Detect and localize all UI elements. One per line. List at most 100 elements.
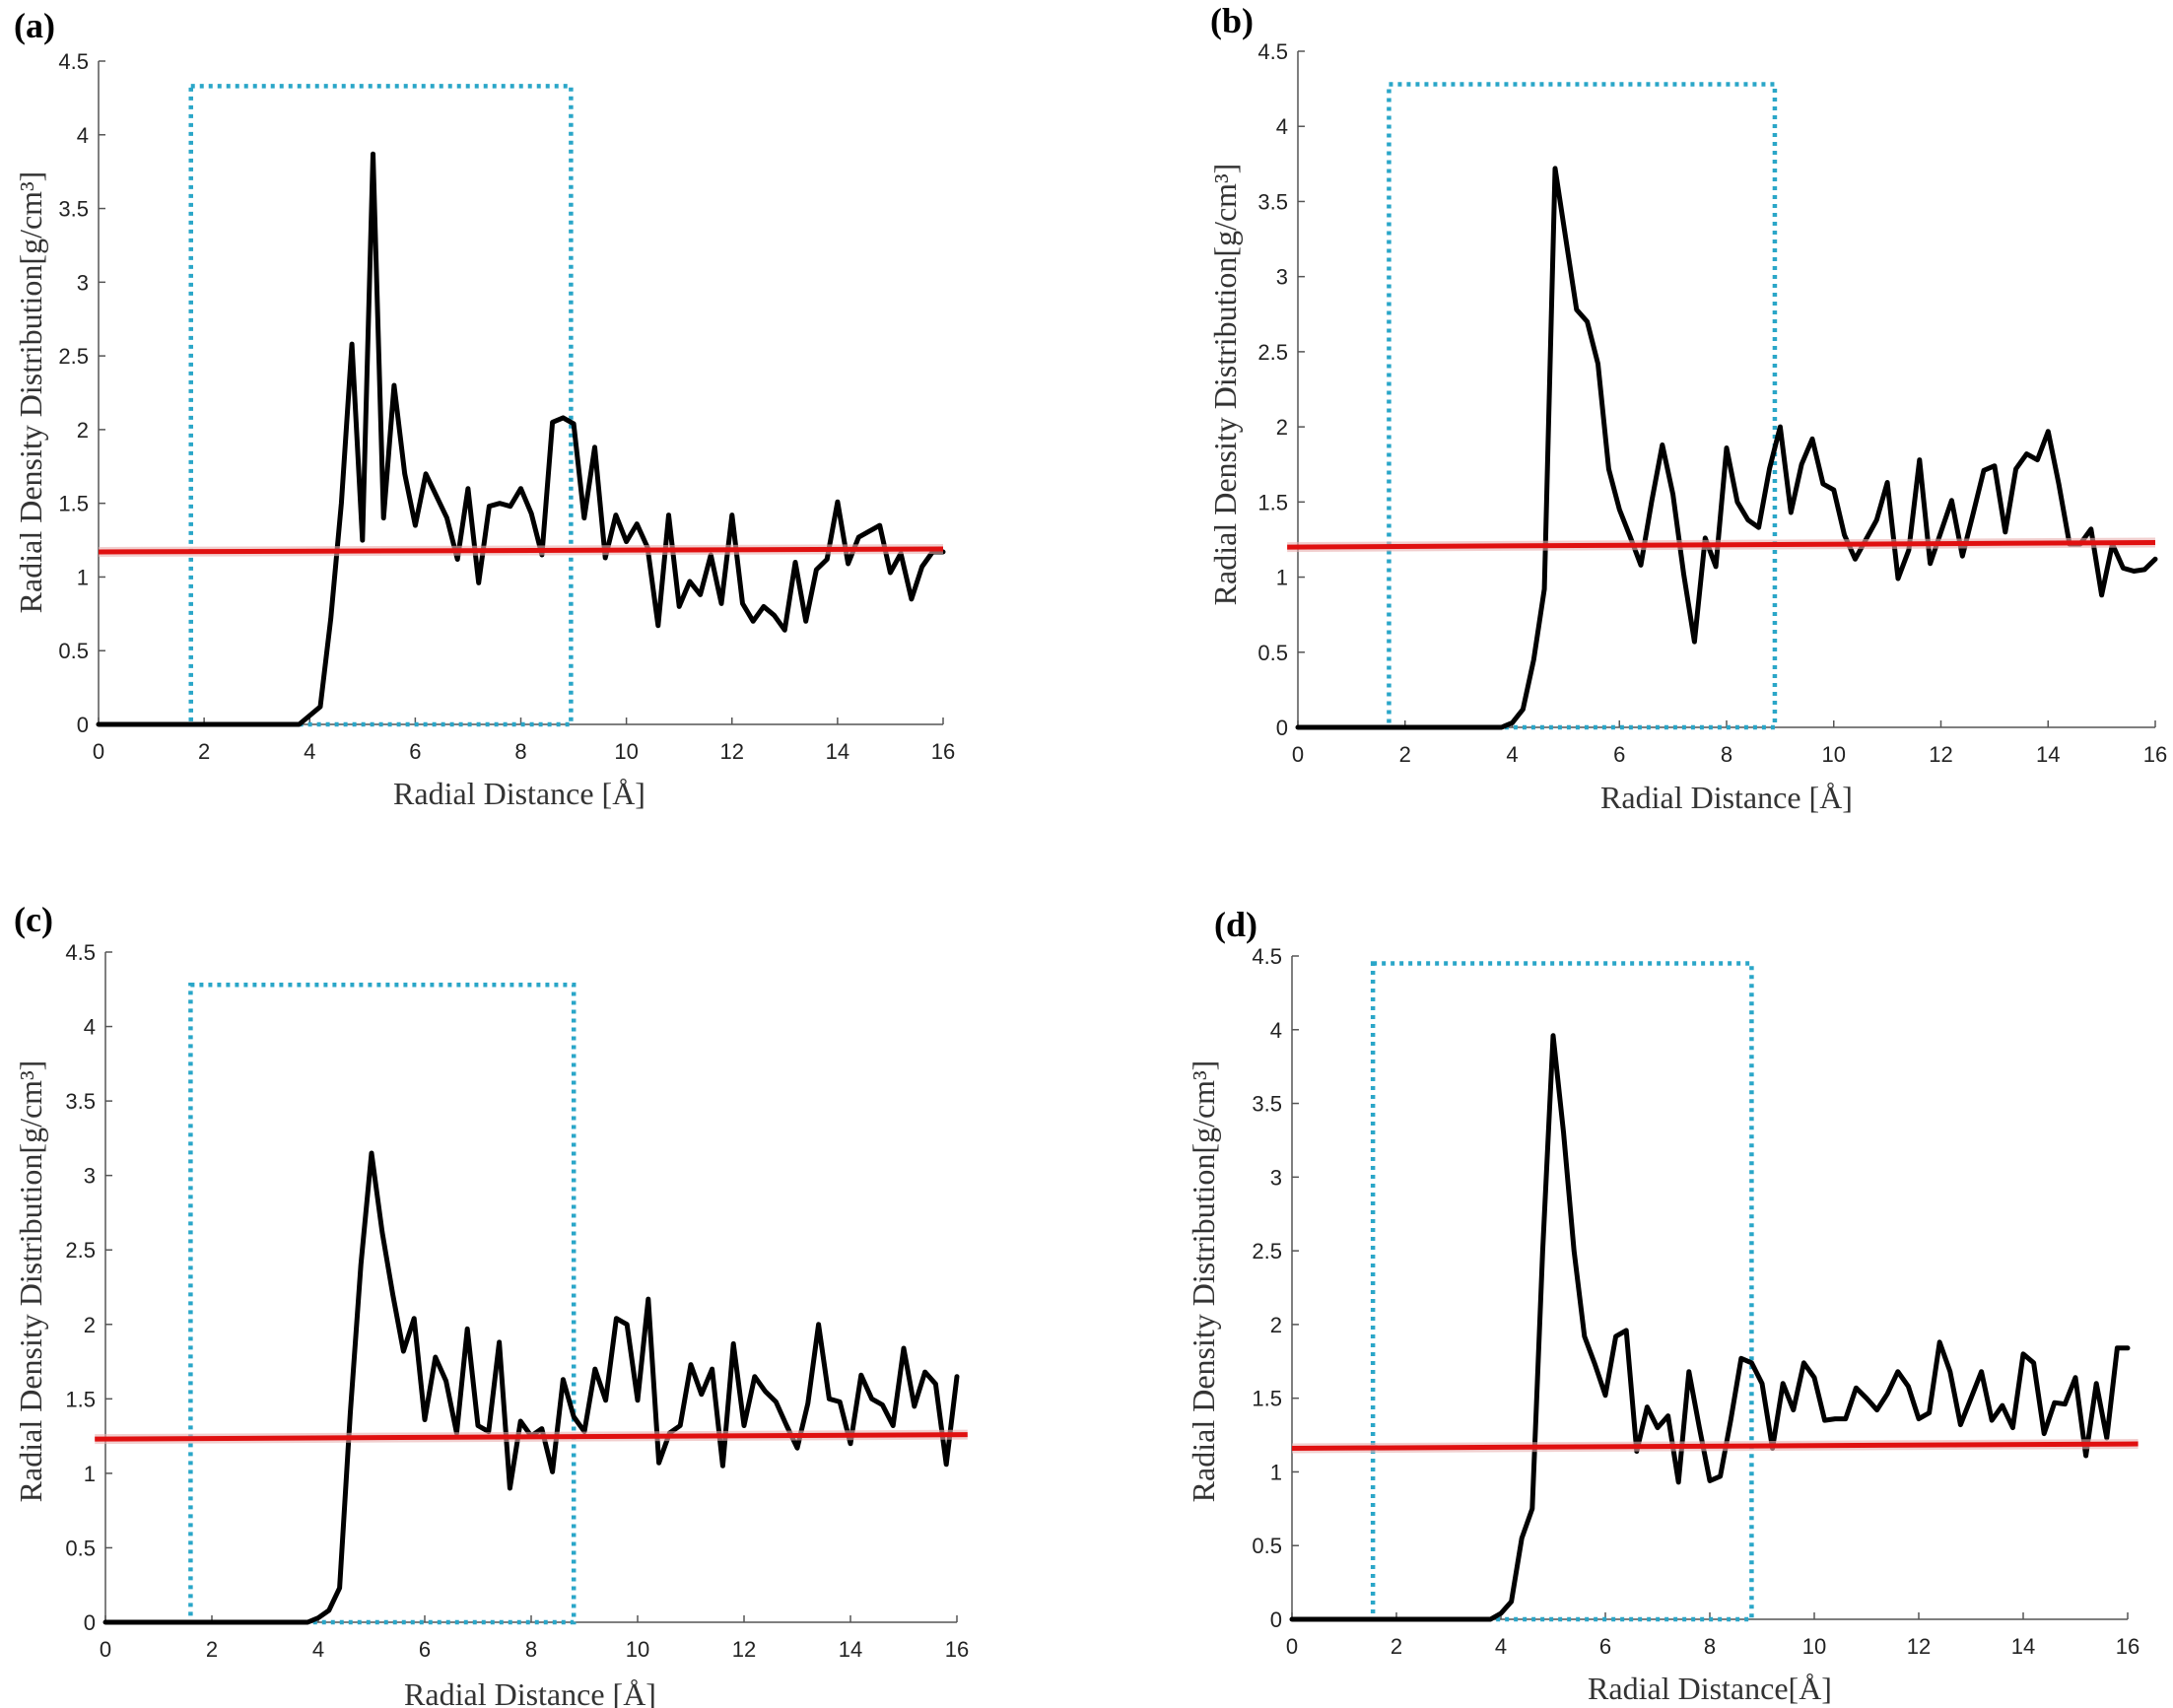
x-tick-label: 8 xyxy=(1704,1634,1716,1659)
y-tick-label: 3 xyxy=(84,1164,96,1189)
x-tick-label: 10 xyxy=(1802,1634,1826,1659)
y-tick-label: 4 xyxy=(77,123,89,148)
y-tick-label: 2 xyxy=(84,1313,96,1337)
y-tick-label: 1 xyxy=(1276,566,1288,590)
x-tick-label: 6 xyxy=(419,1637,431,1662)
x-tick-label: 6 xyxy=(1599,1634,1611,1659)
y-tick-label: 4 xyxy=(84,1015,96,1040)
y-tick-label: 2.5 xyxy=(1257,340,1288,365)
panel-d: (d) 0 2 4 6 8 10 12 14 16 0 0.5 1 1.5 2 2.5 3 3.5 4 4.5 Radi… xyxy=(1186,905,2139,1706)
x-axis-title: Radial Distance [Å] xyxy=(1600,780,1853,815)
x-tick-label: 16 xyxy=(931,739,955,764)
x-tick-label: 0 xyxy=(1286,1634,1298,1659)
y-tick-label: 2.5 xyxy=(58,344,89,369)
x-tick-label: 2 xyxy=(198,739,210,764)
y-tick-label: 4.5 xyxy=(1252,944,1282,969)
y-tick-label: 3 xyxy=(77,270,89,295)
panel-label: (d) xyxy=(1214,905,1257,944)
x-tick-label: 4 xyxy=(1495,1634,1507,1659)
y-tick-label: 3.5 xyxy=(1257,189,1288,214)
x-tick-label: 14 xyxy=(839,1637,862,1662)
x-tick-label: 14 xyxy=(2036,742,2060,767)
y-tick-label: 2 xyxy=(1276,415,1288,440)
y-axis-title: Radial Density Distribution[g/cm³] xyxy=(1207,164,1243,606)
y-tick-label: 1.5 xyxy=(58,492,89,516)
y-tick-label: 1.5 xyxy=(1252,1387,1282,1411)
x-tick-label: 12 xyxy=(720,739,744,764)
x-tick-label: 12 xyxy=(1907,1634,1931,1659)
y-tick-label: 0 xyxy=(1270,1607,1282,1632)
y-tick-label: 2.5 xyxy=(65,1238,96,1263)
x-tick-label: 14 xyxy=(826,739,849,764)
y-tick-label: 4 xyxy=(1270,1018,1282,1043)
panel-a: (a) 0 2 4 6 8 10 12 14 16 0 0.5 1 1.5 2 2.5 3 3.5 4 4.5 Radi… xyxy=(13,6,955,811)
y-tick-label: 0.5 xyxy=(1257,641,1288,665)
x-tick-label: 4 xyxy=(312,1637,324,1662)
y-tick-label: 4.5 xyxy=(1257,39,1288,64)
y-tick-label: 1.5 xyxy=(65,1387,96,1411)
y-tick-label: 1 xyxy=(77,565,89,589)
bulk-density-line xyxy=(98,546,944,555)
y-axis-title: Radial Density Distribution[g/cm³] xyxy=(1186,1060,1221,1503)
x-tick-label: 12 xyxy=(1929,742,1952,767)
y-tick-label: 3 xyxy=(1276,265,1288,290)
x-tick-label: 0 xyxy=(1292,742,1304,767)
x-tick-label: 16 xyxy=(2116,1634,2139,1659)
y-tick-label: 0.5 xyxy=(1252,1534,1282,1558)
y-tick-label: 0 xyxy=(77,713,89,737)
y-tick-label: 3 xyxy=(1270,1165,1282,1190)
panel-label: (a) xyxy=(14,6,55,45)
x-tick-label: 4 xyxy=(304,739,315,764)
y-tick-label: 0 xyxy=(84,1610,96,1635)
y-axis-title: Radial Density Distribution[g/cm³] xyxy=(13,171,48,614)
y-tick-label: 3.5 xyxy=(65,1089,96,1114)
highlight-region-box xyxy=(1370,961,1754,1622)
x-tick-label: 12 xyxy=(732,1637,756,1662)
y-tick-label: 0 xyxy=(1276,716,1288,740)
x-axis-title: Radial Distance[Å] xyxy=(1588,1671,1832,1706)
x-tick-label: 6 xyxy=(1613,742,1625,767)
x-axis-title: Radial Distance [Å] xyxy=(393,776,645,811)
y-axis-title: Radial Density Distribution[g/cm³] xyxy=(13,1060,48,1503)
x-tick-label: 10 xyxy=(626,1637,649,1662)
panel-c: (c) 0 2 4 6 8 10 12 14 16 0 0.5 1 1.5 2 2.5 3 3.5 4 4.5 Radi… xyxy=(13,900,969,1708)
x-tick-label: 16 xyxy=(945,1637,969,1662)
highlight-region-box xyxy=(1387,82,1778,730)
x-tick-label: 8 xyxy=(525,1637,537,1662)
y-tick-label: 2 xyxy=(77,418,89,443)
rdf-series-line xyxy=(1295,166,2158,730)
x-tick-label: 8 xyxy=(514,739,526,764)
x-tick-label: 2 xyxy=(1399,742,1411,767)
rdf-series-line xyxy=(1289,1033,2131,1622)
bulk-density-line xyxy=(95,1432,968,1442)
highlight-region-box xyxy=(188,982,577,1625)
x-tick-label: 10 xyxy=(1822,742,1846,767)
y-tick-label: 1 xyxy=(84,1462,96,1486)
y-tick-label: 1.5 xyxy=(1257,490,1288,514)
y-tick-label: 4.5 xyxy=(58,49,89,74)
panel-b: (b) 0 2 4 6 8 10 12 14 16 0 0.5 1 1.5 2 2.5 3 3.5 4 4.5 Radi… xyxy=(1207,1,2167,815)
bulk-density-line xyxy=(1287,539,2156,550)
x-tick-label: 14 xyxy=(2011,1634,2035,1659)
x-tick-label: 0 xyxy=(93,739,104,764)
y-tick-label: 3.5 xyxy=(58,197,89,222)
y-tick-label: 2 xyxy=(1270,1313,1282,1337)
x-tick-label: 10 xyxy=(614,739,638,764)
panel-label: (c) xyxy=(14,900,53,939)
x-axis-title: Radial Distance [Å] xyxy=(404,1676,656,1708)
y-tick-label: 4.5 xyxy=(65,940,96,965)
x-tick-label: 6 xyxy=(409,739,421,764)
y-tick-label: 1 xyxy=(1270,1460,1282,1484)
rdf-series-line xyxy=(102,1150,960,1625)
y-tick-label: 0.5 xyxy=(65,1536,96,1560)
panel-label: (b) xyxy=(1210,1,1254,40)
x-tick-label: 0 xyxy=(100,1637,111,1662)
y-tick-label: 2.5 xyxy=(1252,1239,1282,1264)
x-tick-label: 8 xyxy=(1721,742,1732,767)
x-tick-label: 2 xyxy=(1391,1634,1402,1659)
rdf-series-line xyxy=(96,151,946,727)
y-tick-label: 3.5 xyxy=(1252,1092,1282,1117)
bulk-density-line xyxy=(1291,1441,2139,1452)
x-tick-label: 2 xyxy=(206,1637,218,1662)
